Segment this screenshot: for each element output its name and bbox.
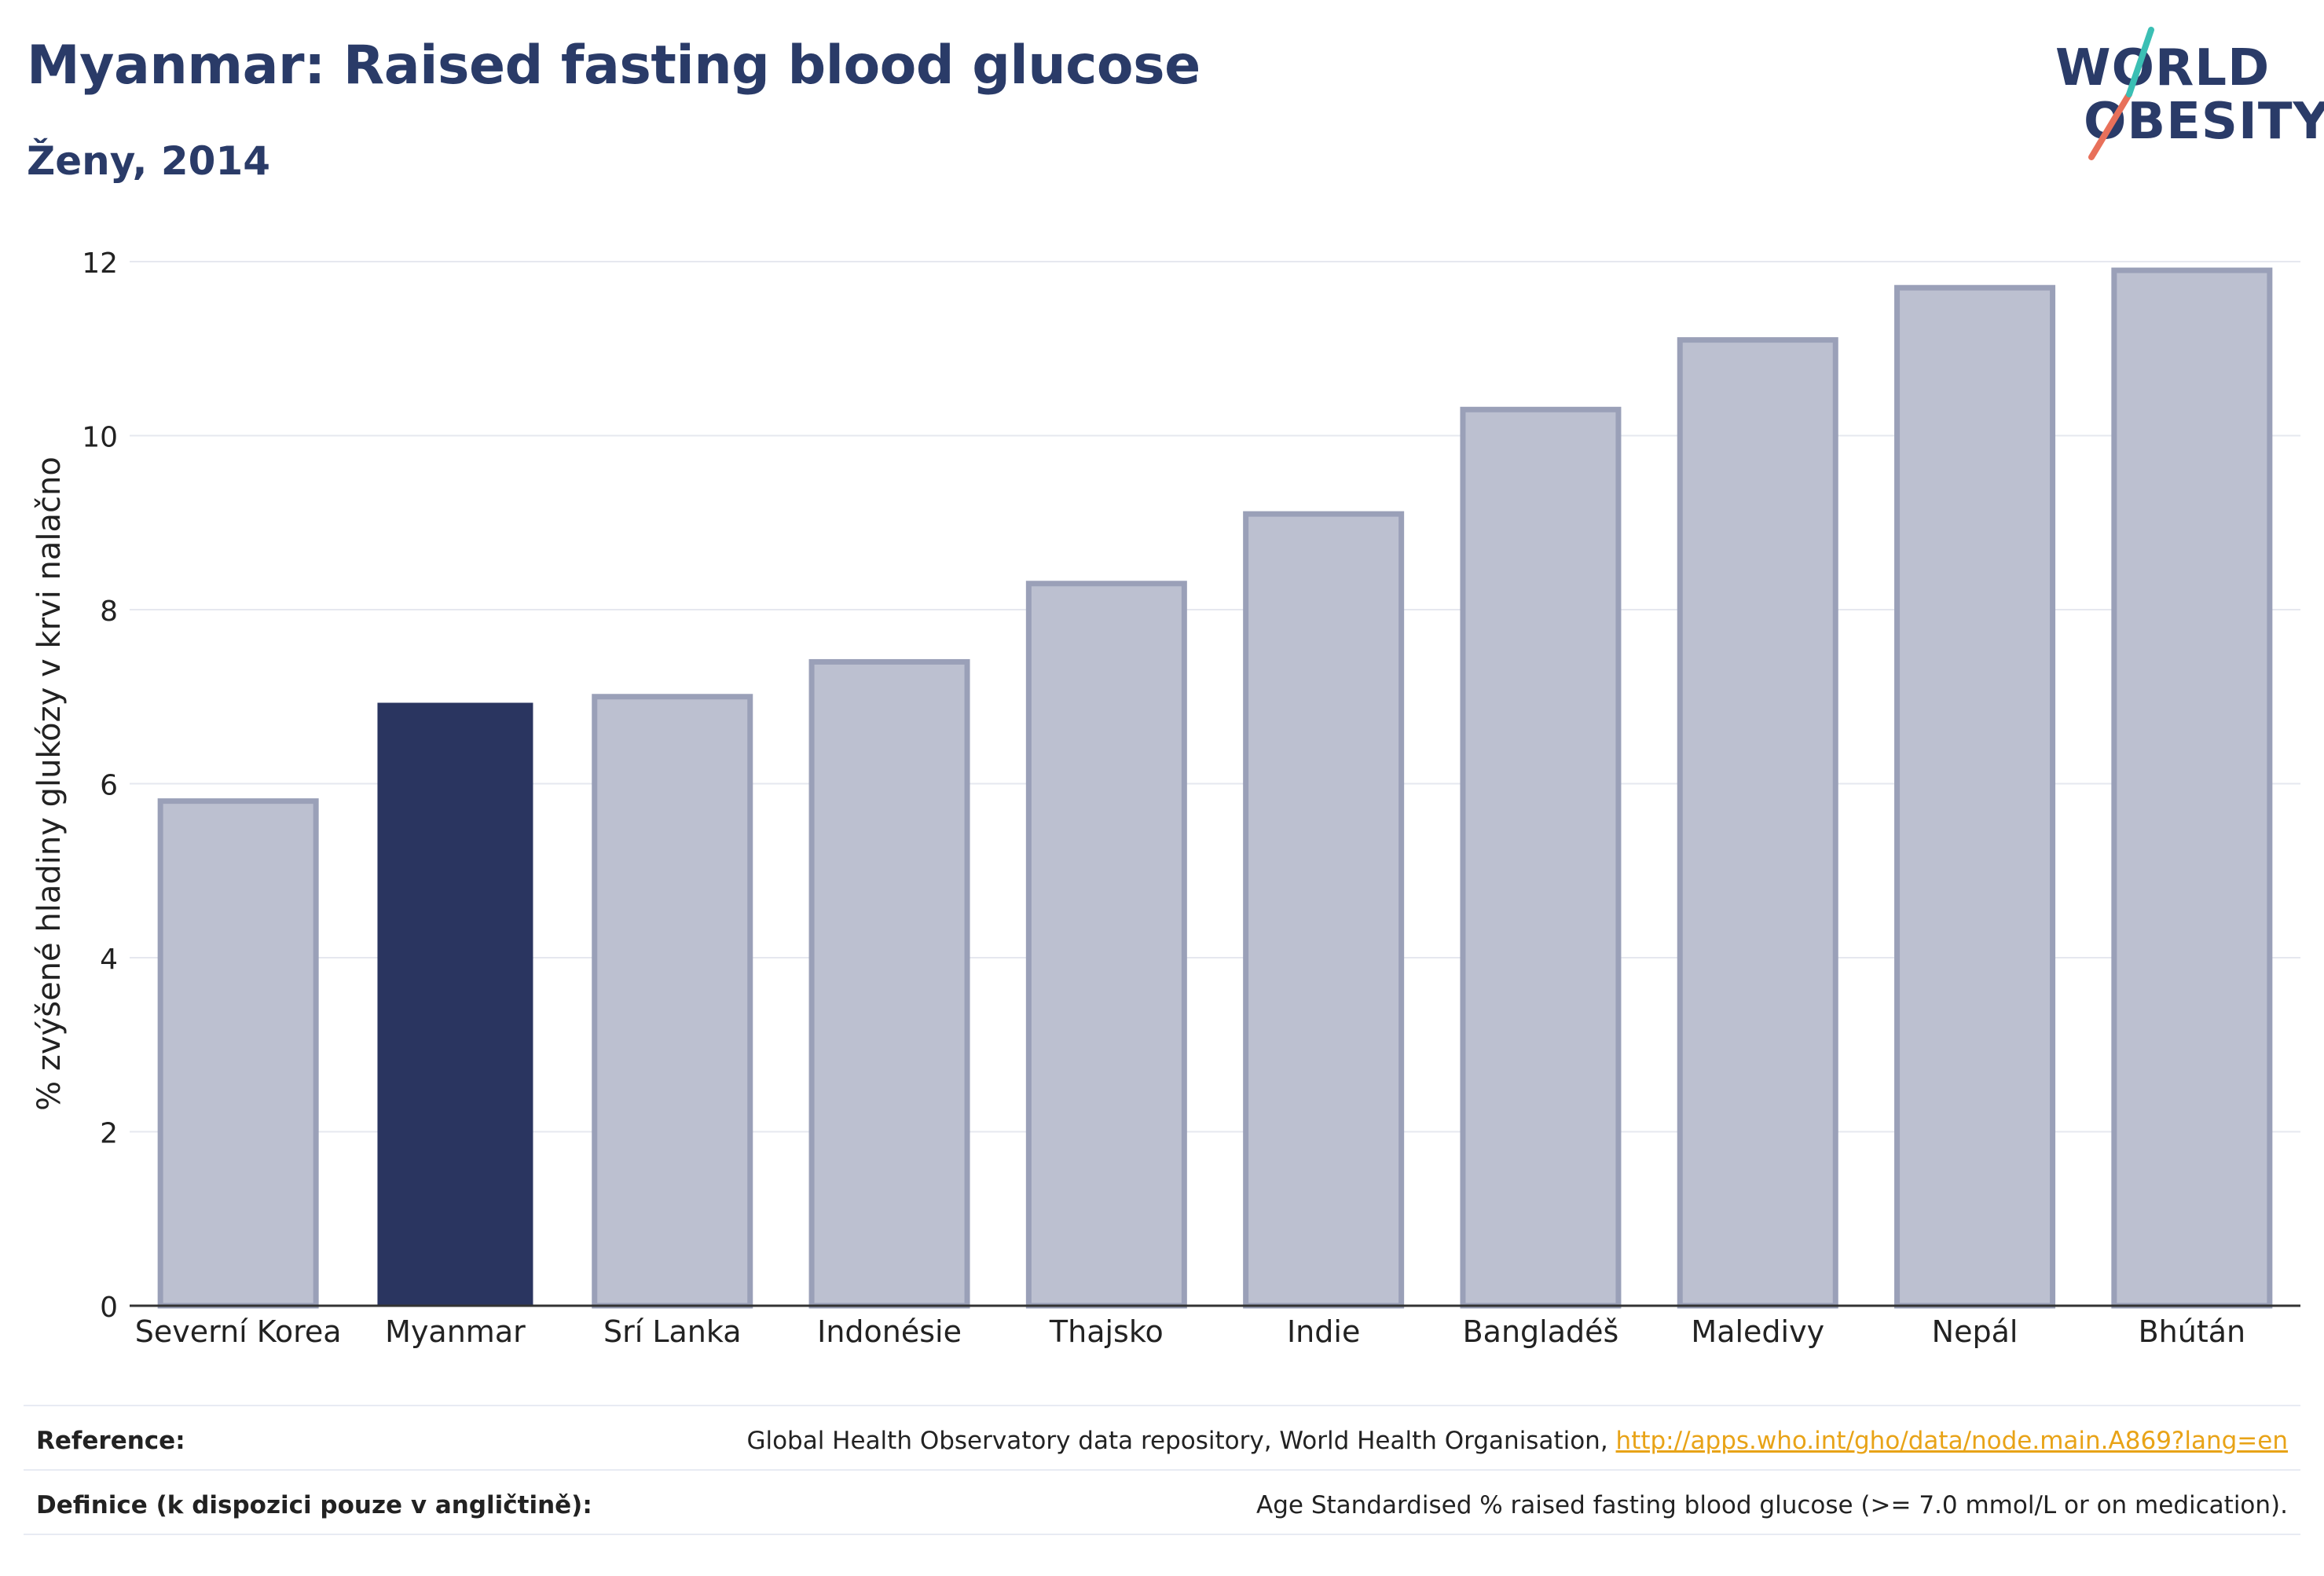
reference-text: Global Health Observatory data repositor… [746, 1427, 1616, 1455]
y-tick-label: 6 [100, 770, 118, 802]
y-tick-label: 12 [82, 247, 118, 280]
footer-divider-middle [24, 1469, 2300, 1471]
bar-thajsko[interactable] [1025, 581, 1187, 1309]
chart-title: Myanmar: Raised fasting blood glucose [27, 35, 1200, 97]
footer-divider-top [24, 1405, 2300, 1406]
bar-chart: 0 2 4 6 8 10 12 % zvýšené hladiny glukózy v krv… [31, 247, 2300, 1349]
reference-value: Global Health Observatory data repositor… [746, 1427, 2300, 1455]
x-tick-label: Indie [1287, 1314, 1360, 1349]
x-tick-label: Indonésie [817, 1314, 962, 1349]
footer-reference-row: Reference: Global Health Observatory dat… [24, 1409, 2300, 1472]
y-axis-label: % zvýšené hladiny glukózy v krvi nalačno [31, 456, 68, 1111]
y-tick-label: 2 [100, 1118, 118, 1150]
x-tick-label: Severní Korea [135, 1314, 342, 1349]
bar-nep-l[interactable] [1894, 284, 2056, 1309]
x-tick-label: Bhútán [2139, 1314, 2246, 1349]
x-tick-label: Bangladéš [1463, 1314, 1619, 1349]
bar-maledivy[interactable] [1677, 337, 1838, 1309]
y-tick-label: 8 [100, 596, 118, 628]
chart-subtitle: Ženy, 2014 [27, 138, 271, 184]
reference-label: Reference: [36, 1427, 185, 1455]
definition-label: Definice (k dispozici pouze v angličtině… [36, 1491, 592, 1519]
footer-definition-row: Definice (k dispozici pouze v angličtině… [24, 1474, 2300, 1537]
y-tick-label: 0 [100, 1292, 118, 1324]
bar-indon-sie[interactable] [808, 658, 970, 1309]
definition-text: Age Standardised % raised fasting blood … [1256, 1491, 2288, 1519]
y-tick-label: 10 [82, 422, 118, 454]
x-tick-label: Thajsko [1049, 1314, 1164, 1349]
reference-link[interactable]: http://apps.who.int/gho/data/node.main.A… [1615, 1427, 2288, 1455]
bar-banglad-[interactable] [1460, 406, 1622, 1309]
bar-severn-korea[interactable] [157, 798, 319, 1309]
x-tick-label: Myanmar [385, 1314, 526, 1349]
x-tick-label: Nepál [1932, 1314, 2018, 1349]
bar-sr-lanka[interactable] [592, 694, 753, 1309]
footer-divider-bottom [24, 1534, 2300, 1535]
x-tick-label: Maledivy [1691, 1314, 1824, 1349]
bar-bh-t-n[interactable] [2111, 267, 2273, 1309]
y-tick-label: 4 [100, 944, 118, 976]
world-obesity-logo[interactable]: WORLD OBESITY [2051, 24, 2324, 165]
logo-slash-icon [2088, 27, 2154, 160]
bar-myanmar[interactable] [377, 702, 533, 1306]
logo-line-1: WORLD [2055, 39, 2271, 97]
bar-indie[interactable] [1243, 511, 1405, 1309]
x-tick-label: Srí Lanka [603, 1314, 742, 1349]
